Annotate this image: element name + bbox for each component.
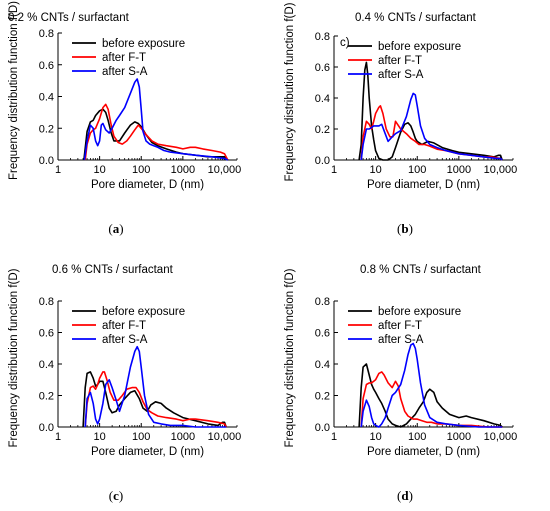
panel-caption: (c) bbox=[109, 488, 123, 503]
panel-annotation: c) bbox=[340, 37, 350, 49]
legend-entry-2: after F-T bbox=[378, 320, 422, 332]
y-tick-label: 0.2 bbox=[39, 391, 54, 403]
legend-entry-2: after F-T bbox=[102, 320, 146, 332]
x-tick-label: 100 bbox=[132, 164, 150, 176]
y-tick-label: 0.4 bbox=[39, 359, 54, 371]
x-tick-label: 1000 bbox=[171, 431, 195, 443]
y-tick-label: 0.8 bbox=[315, 31, 330, 43]
y-tick-label: 0.2 bbox=[315, 391, 330, 403]
panel-caption-letter: b bbox=[401, 221, 408, 236]
x-tick-label: 100 bbox=[408, 164, 426, 176]
x-tick-label: 10,000 bbox=[208, 164, 242, 176]
y-tick-label: 0.6 bbox=[315, 328, 330, 340]
panel-caption: (b) bbox=[397, 221, 413, 236]
y-tick-label: 0.6 bbox=[39, 60, 54, 72]
series-line-3 bbox=[83, 78, 229, 161]
series-line-1 bbox=[358, 61, 503, 161]
x-tick-label: 10 bbox=[93, 431, 105, 443]
x-axis-label: Pore diameter, D (nm) bbox=[91, 179, 204, 191]
legend-entry-2: after F-T bbox=[102, 52, 146, 64]
x-axis-label: Pore diameter, D (nm) bbox=[367, 179, 480, 191]
legend-entry-2: after F-T bbox=[378, 55, 422, 67]
y-tick-label: 0.4 bbox=[315, 359, 330, 371]
y-tick-label: 0.4 bbox=[315, 93, 330, 105]
y-tick-label: 0.0 bbox=[315, 422, 330, 434]
y-tick-label: 0.0 bbox=[315, 155, 330, 167]
y-tick-label: 0.8 bbox=[315, 296, 330, 308]
y-axis-label: Frequency distribution function f(D) bbox=[284, 2, 296, 181]
x-tick-label: 10 bbox=[369, 164, 381, 176]
panel-title: 0.6 % CNTs / surfactant bbox=[52, 264, 174, 276]
x-tick-label: 1000 bbox=[447, 431, 471, 443]
x-tick-label: 1000 bbox=[447, 164, 471, 176]
y-tick-label: 0.0 bbox=[39, 155, 54, 167]
y-tick-label: 0.8 bbox=[39, 296, 54, 308]
y-tick-label: 0.2 bbox=[39, 123, 54, 135]
y-axis-label: Frequency distribution function f(D) bbox=[284, 268, 296, 447]
y-tick-label: 0.2 bbox=[315, 124, 330, 136]
legend-entry-1: before exposure bbox=[378, 306, 461, 318]
x-tick-label: 1 bbox=[331, 164, 337, 176]
series-line-3 bbox=[360, 342, 503, 428]
panel-caption-letter: a bbox=[113, 221, 120, 236]
series-line-1 bbox=[83, 108, 229, 161]
series-line-3 bbox=[84, 345, 227, 428]
x-tick-label: 10,000 bbox=[208, 431, 242, 443]
series-line-2 bbox=[84, 371, 227, 428]
x-tick-label: 10,000 bbox=[484, 164, 518, 176]
x-tick-label: 10 bbox=[93, 164, 105, 176]
y-tick-label: 0.0 bbox=[39, 422, 54, 434]
x-tick-label: 10 bbox=[369, 431, 381, 443]
x-axis-label: Pore diameter, D (nm) bbox=[91, 446, 204, 458]
legend-entry-1: before exposure bbox=[378, 41, 461, 53]
x-tick-label: 1 bbox=[331, 431, 337, 443]
x-tick-label: 1 bbox=[55, 431, 61, 443]
y-tick-label: 0.8 bbox=[39, 28, 54, 40]
panel-caption-letter: d bbox=[401, 488, 409, 503]
x-axis-label: Pore diameter, D (nm) bbox=[367, 446, 480, 458]
y-axis-label: Frequency distribution function f(D) bbox=[8, 1, 20, 180]
panel-4: 0.8 % CNTs / surfactant 0.0 0.2 0.4 0.6 0.8 1 1… bbox=[284, 264, 517, 503]
legend-entry-3: after S-A bbox=[378, 334, 424, 346]
legend-entry-1: before exposure bbox=[102, 306, 185, 318]
x-tick-label: 1000 bbox=[171, 164, 195, 176]
series-line-3 bbox=[360, 92, 503, 161]
y-tick-label: 0.6 bbox=[315, 62, 330, 74]
panel-caption-letter: c bbox=[113, 488, 119, 503]
panel-title: 0.8 % CNTs / surfactant bbox=[360, 264, 482, 276]
series-line-1 bbox=[82, 371, 227, 428]
panel-1: 0.2 % CNTs / surfactant 0.0 0.2 0.4 0.6 0.8 1 1… bbox=[8, 1, 241, 236]
series-line-1 bbox=[358, 363, 503, 428]
panel-title: 0.2 % CNTs / surfactant bbox=[8, 12, 130, 24]
legend-entry-3: after S-A bbox=[102, 334, 148, 346]
y-axis-label: Frequency distribution function f(D) bbox=[8, 268, 20, 447]
panel-caption: (a) bbox=[108, 221, 123, 236]
y-tick-label: 0.4 bbox=[39, 92, 54, 104]
legend-entry-3: after S-A bbox=[102, 66, 148, 78]
x-tick-label: 100 bbox=[132, 431, 150, 443]
x-tick-label: 10,000 bbox=[484, 431, 518, 443]
legend-entry-3: after S-A bbox=[378, 69, 424, 81]
panel-caption: (d) bbox=[397, 488, 413, 503]
x-tick-label: 100 bbox=[408, 431, 426, 443]
series-line-2 bbox=[360, 105, 503, 161]
series-line-2 bbox=[84, 103, 229, 161]
legend-entry-1: before exposure bbox=[102, 38, 185, 50]
y-tick-label: 0.6 bbox=[39, 328, 54, 340]
panel-title: 0.4 % CNTs / surfactant bbox=[355, 12, 477, 24]
x-tick-label: 1 bbox=[55, 164, 61, 176]
panel-3: 0.6 % CNTs / surfactant 0.0 0.2 0.4 0.6 0.8 1 1… bbox=[8, 264, 241, 503]
panel-2: 0.4 % CNTs / surfactant c) 0.0 0.2 0.4 0.6 0.8… bbox=[284, 2, 517, 236]
